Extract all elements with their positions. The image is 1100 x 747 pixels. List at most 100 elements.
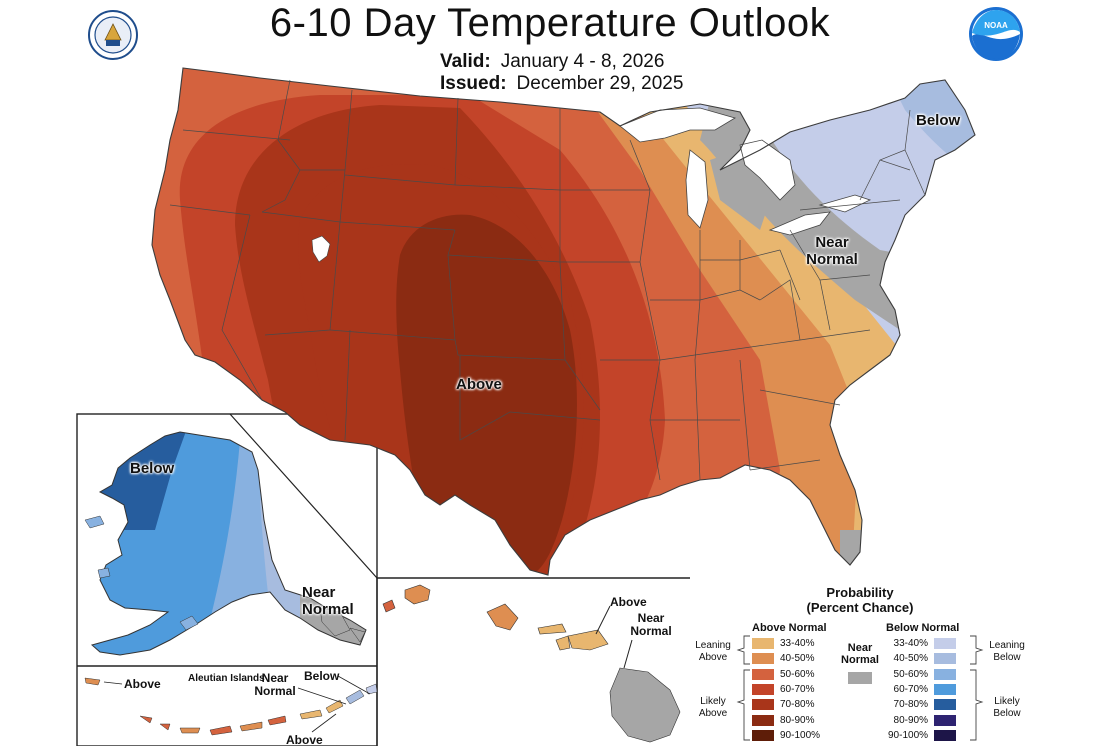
conus-outline [151,67,976,576]
above-legend-row: 40-50% [752,652,814,665]
above-legend-swatch [752,638,774,649]
legend-leaning-above: Leaning Above [690,640,736,664]
valid-label: Valid: [440,51,491,72]
alaska-near-normal-label: Near Normal [302,584,362,618]
aleutian-near-normal-label: Near Normal [252,672,298,698]
hawaii-near-text: Near [637,611,665,625]
above-legend-row: 90-100% [752,729,820,742]
great-lakes [619,107,872,236]
below-legend-range: 33-40% [893,638,928,649]
above-legend-row: 50-60% [752,668,814,681]
below-legend-swatch [934,653,956,665]
above-legend-swatch [752,683,774,695]
hawaii-near-normal-label: Near Normal [628,612,674,638]
below-legend-swatch [934,668,956,680]
below-legend-range: 50-60% [893,668,928,680]
above-legend-swatch [752,714,774,726]
below-legend-range: 80-90% [893,714,928,726]
above-legend-range: 90-100% [780,729,821,741]
above-legend-range: 60-70% [780,683,815,695]
aleutian-title: Aleutian Islands [188,673,265,684]
below-legend-row: 50-60% [888,668,956,681]
above-legend-row: 80-90% [752,714,814,727]
conus-near-text: Near [815,234,849,251]
aleutian-leader-lines [103,675,371,733]
noaa-logo-icon: NOAA [969,7,1023,61]
conus-below-label: Below [916,112,961,129]
aleutian-near-text: Near [261,671,289,685]
legend-likely-above: Likely Above [690,696,736,720]
likely-below-text2: Below [993,708,1021,719]
conus-near-normal-label: Near Normal [800,234,864,268]
below-legend-swatch [934,638,956,649]
issued-line: Issued: December 29, 2025 [440,73,683,95]
below-legend-row: 80-90% [888,714,956,727]
leaning-above-text2: Above [698,652,728,663]
above-legend-row: 70-80% [752,698,814,711]
page-title: 6-10 Day Temperature Outlook [269,1,831,45]
below-legend-range: 60-70% [893,683,928,695]
below-legend-swatch [934,729,956,741]
legend-title-line2: (Percent Chance) [806,600,914,615]
below-legend-range: 70-80% [893,699,928,711]
legend-below-header: Below Normal [886,622,960,634]
hawaii-above-label: Above [610,595,647,609]
alaska-normal-text: Normal [302,601,354,618]
alaska-outline [90,431,367,656]
aleutian-above-bottom-label: Above [286,733,323,747]
below-legend-swatch [934,683,956,695]
below-legend-range: 90-100% [888,729,929,741]
legend-title-line1: Probability [826,585,894,600]
below-legend-row: 33-40% [888,637,956,650]
legend-braces [736,635,984,741]
hawaii-normal-text: Normal [630,624,672,638]
above-legend-swatch [752,699,774,711]
issued-label: Issued: [440,73,507,94]
above-legend-range: 80-90% [780,714,815,726]
above-legend-swatch [752,653,774,665]
legend-near-text: Near [847,642,873,654]
conus-above-label: Above [456,376,502,393]
issued-value: December 29, 2025 [516,73,684,94]
above-legend-row: 60-70% [752,683,814,696]
legend-above-header: Above Normal [752,622,827,634]
above-legend-range: 33-40% [780,638,815,649]
alaska-near-text: Near [302,584,336,601]
valid-value: January 4 - 8, 2026 [500,51,665,72]
below-legend-swatch [934,714,956,726]
legend-near-normal: Near Normal [840,642,880,666]
legend-leaning-below: Leaning Below [984,640,1030,664]
above-legend-row: 33-40% [752,637,814,650]
likely-above-text2: Above [698,708,728,719]
likely-above-text1: Likely [700,696,726,707]
below-legend-row: 40-50% [888,652,956,665]
alaska-below-label: Below [130,460,175,477]
hawaii-islands [382,584,681,743]
above-legend-range: 40-50% [780,653,815,665]
legend-title: Probability (Percent Chance) [780,585,940,615]
below-legend-row: 60-70% [888,683,956,696]
likely-below-text1: Likely [994,696,1020,707]
below-legend-swatch [934,699,956,711]
leaning-below-text2: Below [993,652,1021,663]
legend-likely-below: Likely Below [984,696,1030,720]
commerce-seal-icon [88,10,138,60]
legend-near-swatch [848,672,872,684]
above-legend-range: 70-80% [780,699,815,711]
aleutian-islands [84,677,378,736]
above-legend-swatch [752,668,774,680]
conus-normal-text: Normal [806,251,858,268]
above-legend-range: 50-60% [780,668,815,680]
state-boundaries [169,79,926,481]
below-legend-row: 70-80% [888,698,956,711]
aleutian-above-left-label: Above [124,677,161,691]
above-legend-swatch [752,729,774,741]
hawaii-leader-lines [595,605,633,669]
leaning-above-text1: Leaning [695,640,731,651]
svg-text:NOAA: NOAA [984,21,1008,30]
below-legend-row: 90-100% [888,729,956,742]
below-legend-range: 40-50% [893,653,928,665]
legend-normal-text: Normal [841,654,879,666]
